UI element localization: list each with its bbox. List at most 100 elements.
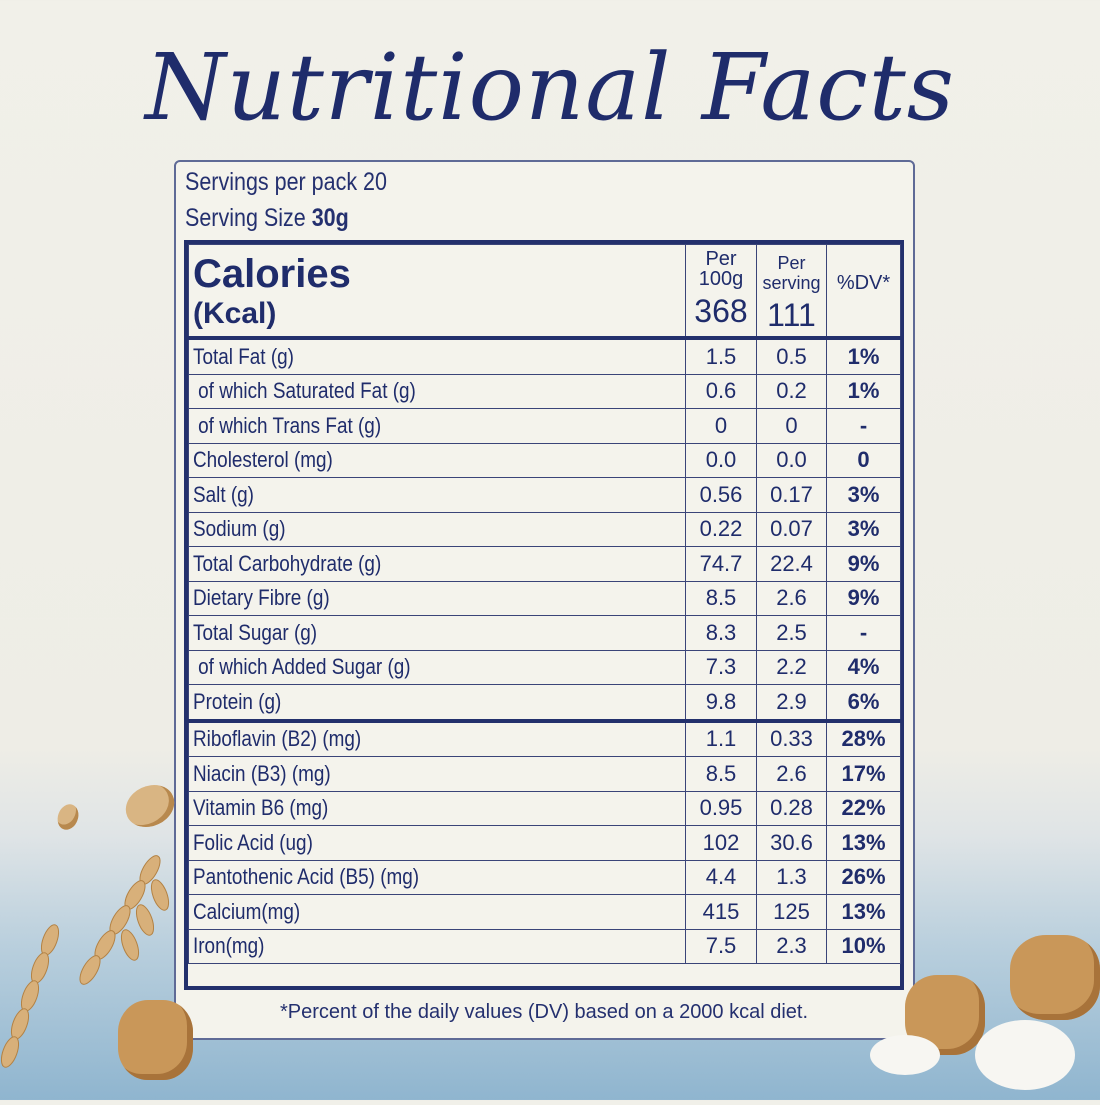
per100-value-text: 1.5	[705, 343, 737, 369]
per100-value: 9.8	[685, 684, 757, 721]
dv-value-text: 1%	[847, 343, 880, 369]
kcal-label: (Kcal)	[193, 297, 277, 330]
dv-value: 3%	[826, 511, 901, 547]
per100-value-text: 8.3	[705, 619, 737, 645]
per100-value: 8.5	[685, 580, 757, 616]
perserv-value-text: 0.28	[770, 795, 813, 821]
dv-value-text: 4%	[847, 654, 880, 680]
nutrient-label: Sodium (g)	[188, 511, 686, 547]
per100-value-text: 0	[714, 412, 728, 438]
perserv-value-text: 125	[773, 898, 810, 924]
dv-value-text: 13%	[841, 898, 886, 924]
table-row: Folic Acid (ug) 102 30.6 13%	[188, 825, 901, 861]
nutrient-label-text: Vitamin B6 (mg)	[193, 795, 329, 821]
table-row: of which Trans Fat (g) 0 0 -	[188, 408, 901, 444]
perserv-value: 2.9	[756, 684, 827, 721]
dv-value-text: 26%	[841, 864, 886, 890]
perserv-value-text: 30.6	[770, 829, 813, 855]
table-row: Pantothenic Acid (B5) (mg) 4.4 1.3 26%	[188, 859, 901, 895]
perserv-value: 125	[756, 894, 827, 930]
dv-value-text: 9%	[847, 585, 880, 611]
perserv-value-text: 0	[785, 412, 798, 438]
per100-value: 102	[685, 825, 757, 861]
oat-flake-icon	[118, 777, 182, 835]
per100-value-text: 0.22	[699, 516, 743, 542]
per100-value: 8.5	[685, 756, 757, 792]
per100-value-text: 7.5	[705, 933, 737, 959]
perserv-value: 30.6	[756, 825, 827, 861]
table-row: Sodium (g) 0.22 0.07 3%	[188, 511, 901, 547]
table-row: Iron(mg) 7.5 2.3 10%	[188, 928, 901, 964]
table-row: Total Fat (g) 1.5 0.5 1%	[188, 337, 901, 375]
nutrient-label-text: Salt (g)	[193, 481, 254, 507]
perserv-value-text: 2.9	[776, 688, 807, 714]
perserv-value: 2.5	[756, 615, 827, 651]
per100-value: 7.3	[685, 649, 757, 685]
wheat-stalk-icon	[0, 850, 175, 1100]
table-row: Salt (g) 0.56 0.17 3%	[188, 477, 901, 513]
per100-calories: 368	[694, 293, 748, 329]
nutrient-label-text: Cholesterol (mg)	[193, 447, 333, 473]
milk-drop-icon	[870, 1035, 940, 1075]
per100-value: 8.3	[685, 615, 757, 651]
perserv-value-text: 1.3	[776, 864, 807, 890]
nutrient-label-text: Total Fat (g)	[193, 343, 294, 369]
perserv-value-text: 0.2	[776, 378, 807, 404]
dv-value: 13%	[826, 825, 901, 861]
nutrient-label-text: Protein (g)	[193, 688, 282, 714]
perserv-value: 2.6	[756, 756, 827, 792]
dv-value: 1%	[826, 337, 901, 375]
per100-value: 0	[685, 408, 757, 444]
serving-size-label: Serving Size	[185, 204, 306, 232]
dv-header: %DV*	[826, 244, 901, 340]
nutrient-label: Pantothenic Acid (B5) (mg)	[188, 859, 686, 895]
per100-value-text: 7.3	[705, 654, 737, 680]
dv-value-text: 10%	[841, 933, 886, 959]
perserv-value-text: 0.33	[770, 726, 813, 752]
perserv-value: 2.2	[756, 649, 827, 685]
dv-value-text: 6%	[847, 688, 880, 714]
dv-value: 0	[826, 442, 901, 478]
dv-value: 4%	[826, 649, 901, 685]
perserv-value-text: 2.3	[776, 933, 807, 959]
nutrient-label-text: Calcium(mg)	[193, 898, 301, 924]
nutrient-label-text: of which Trans Fat (g)	[198, 412, 382, 438]
nutrition-table: Calories (Kcal) Per 100g 368 Per serving…	[184, 240, 904, 990]
nutrient-label-text: Sodium (g)	[193, 516, 286, 542]
oat-grain-icon	[54, 801, 82, 833]
perserv-value-text: 2.2	[776, 654, 807, 680]
per100-value: 415	[685, 894, 757, 930]
nutrient-label: Salt (g)	[188, 477, 686, 513]
per100-value: 0.95	[685, 790, 757, 826]
perserv-value: 0.0	[756, 442, 827, 478]
perserv-value-text: 2.6	[776, 760, 807, 786]
perserv-value-text: 22.4	[770, 550, 813, 576]
per100-value: 1.5	[685, 337, 757, 375]
table-row: Total Carbohydrate (g) 74.7 22.4 9%	[188, 546, 901, 582]
per100-value: 1.1	[685, 718, 757, 757]
dv-value: 28%	[826, 718, 901, 757]
dv-value-text: 28%	[841, 726, 886, 752]
per100-value-text: 8.5	[705, 585, 737, 611]
per100-bottom: 100g	[698, 268, 744, 290]
nutrient-label-text: Folic Acid (ug)	[193, 829, 313, 855]
nutrient-label-text: Total Carbohydrate (g)	[193, 550, 382, 576]
nutrient-label: Calcium(mg)	[188, 894, 686, 930]
footnote: *Percent of the daily values (DV) based …	[279, 1001, 809, 1023]
dv-value-text: 3%	[847, 481, 880, 507]
perserv-header: Per serving 111	[756, 244, 827, 340]
perserv-value-text: 2.6	[776, 585, 807, 611]
table-row: Calcium(mg) 415 125 13%	[188, 894, 901, 930]
calories-header: Calories (Kcal)	[188, 244, 686, 340]
dv-value-text: 17%	[841, 760, 886, 786]
per100-value: 0.56	[685, 477, 757, 513]
per100-top: Per	[705, 248, 737, 270]
dv-value-text: 13%	[841, 829, 886, 855]
perserv-value: 22.4	[756, 546, 827, 582]
nutrient-label: of which Saturated Fat (g)	[188, 373, 686, 409]
dv-value: 3%	[826, 477, 901, 513]
nutrient-label: Dietary Fibre (g)	[188, 580, 686, 616]
dv-value-text: 0	[857, 447, 870, 473]
per100-value-text: 0.0	[705, 447, 737, 473]
nutrient-label-text: Dietary Fibre (g)	[193, 585, 330, 611]
